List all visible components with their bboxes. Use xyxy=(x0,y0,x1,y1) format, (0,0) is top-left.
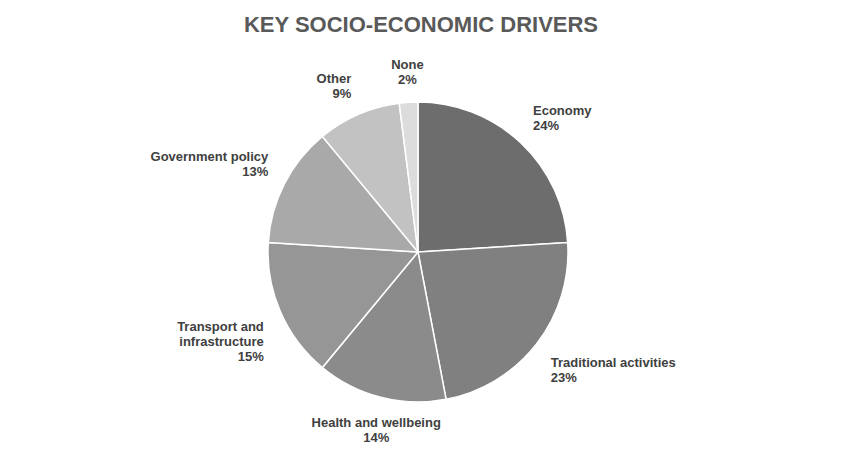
category-label-line: Traditional activities xyxy=(551,355,676,370)
category-label-line: Government policy xyxy=(151,149,270,164)
slice-label: Government policy13% xyxy=(151,149,270,179)
value-label: 9% xyxy=(332,86,351,101)
category-label: Economy xyxy=(533,103,592,118)
slice-label: None2% xyxy=(391,57,424,87)
category-label-line: Other xyxy=(317,71,352,86)
slice-label: Other9% xyxy=(317,71,352,101)
category-label: None xyxy=(391,57,424,72)
value-label: 15% xyxy=(238,349,264,364)
category-label-line: Health and wellbeing xyxy=(312,415,441,430)
category-label: Government policy xyxy=(151,149,270,164)
category-label: Transport andinfrastructure xyxy=(177,319,264,349)
chart-title: KEY SOCIO-ECONOMIC DRIVERS xyxy=(244,12,598,37)
pie-slice xyxy=(418,102,568,252)
slice-label: Economy24% xyxy=(533,103,592,133)
slice-label: Health and wellbeing14% xyxy=(312,415,441,445)
category-label: Other xyxy=(317,71,352,86)
slices xyxy=(268,102,568,402)
labels: Economy24% Traditional activities23% Healt… xyxy=(151,57,676,444)
value-label: 14% xyxy=(363,430,389,445)
value-label: 2% xyxy=(398,72,417,87)
category-label-line: Economy xyxy=(533,103,592,118)
pie-slice xyxy=(399,102,418,252)
pie-slice xyxy=(268,243,418,368)
chart: KEY SOCIO-ECONOMIC DRIVERS Economy24% Trad… xyxy=(0,0,842,458)
value-label: 23% xyxy=(551,370,577,385)
category-label-line: infrastructure xyxy=(179,334,264,349)
category-label: Health and wellbeing xyxy=(312,415,441,430)
category-label-line: None xyxy=(391,57,424,72)
value-label: 24% xyxy=(533,118,559,133)
slice-label: Transport andinfrastructure15% xyxy=(177,319,264,364)
category-label-line: Transport and xyxy=(177,319,264,334)
slice-label: Traditional activities23% xyxy=(551,355,676,385)
value-label: 13% xyxy=(242,164,268,179)
category-label: Traditional activities xyxy=(551,355,676,370)
